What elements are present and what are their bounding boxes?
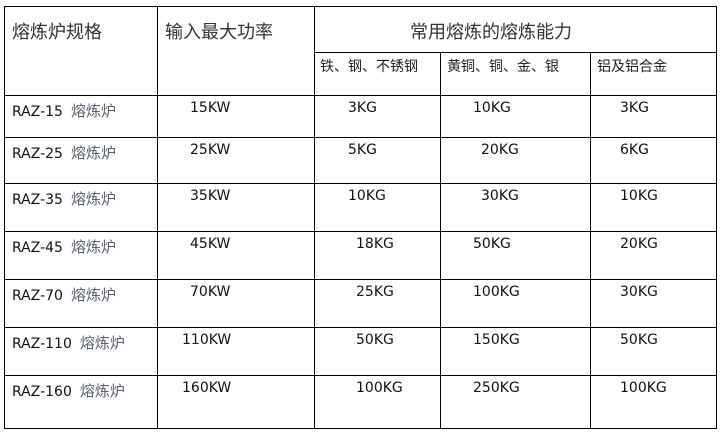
model-cell: RAZ-70 熔炼炉 <box>12 284 116 305</box>
model-name: RAZ-45 <box>12 240 63 256</box>
steel-cell: 25KG <box>356 284 394 300</box>
power-cell: 45KW <box>190 236 231 252</box>
steel-cell: 100KG <box>356 380 403 396</box>
header-aluminum: 铝及铝合金 <box>597 59 667 75</box>
aluminum-cell: 6KG <box>620 142 649 158</box>
model-cell: RAZ-160 熔炼炉 <box>12 380 125 401</box>
table-border <box>4 183 716 184</box>
steel-cell: 18KG <box>356 236 394 252</box>
copper-cell: 20KG <box>481 142 519 158</box>
model-suffix: 熔炼炉 <box>70 286 116 304</box>
power-cell: 15KW <box>190 100 231 116</box>
copper-cell: 250KG <box>473 380 520 396</box>
aluminum-cell: 10KG <box>620 188 658 204</box>
table-border <box>4 95 716 96</box>
copper-cell: 100KG <box>473 284 520 300</box>
aluminum-cell: 50KG <box>620 332 658 348</box>
model-cell: RAZ-25 熔炼炉 <box>12 142 116 163</box>
steel-cell: 10KG <box>348 188 386 204</box>
table-border <box>4 375 716 376</box>
table-border <box>4 231 716 232</box>
steel-cell: 5KG <box>348 142 377 158</box>
power-cell: 110KW <box>182 332 232 348</box>
model-suffix: 熔炼炉 <box>70 102 116 120</box>
aluminum-cell: 100KG <box>620 380 667 396</box>
table-border <box>4 137 716 138</box>
copper-cell: 150KG <box>473 332 520 348</box>
table-border <box>4 6 716 7</box>
model-suffix: 熔炼炉 <box>79 382 125 400</box>
table-border <box>314 52 716 53</box>
table-border <box>4 327 716 328</box>
model-name: RAZ-15 <box>12 104 63 120</box>
table-border <box>590 52 591 428</box>
table-border <box>716 6 717 428</box>
power-cell: 25KW <box>190 142 231 158</box>
model-cell: RAZ-110 熔炼炉 <box>12 332 125 353</box>
model-name: RAZ-35 <box>12 192 63 208</box>
header-copper: 黄铜、铜、金、银 <box>447 59 559 75</box>
aluminum-cell: 3KG <box>620 100 649 116</box>
model-suffix: 熔炼炉 <box>79 334 125 352</box>
power-cell: 70KW <box>190 284 231 300</box>
table-border <box>314 6 315 428</box>
model-suffix: 熔炼炉 <box>70 144 116 162</box>
steel-cell: 50KG <box>356 332 394 348</box>
copper-cell: 10KG <box>473 100 511 116</box>
header-capacity: 常用熔炼的熔炼能力 <box>410 22 572 43</box>
table-border <box>4 6 5 428</box>
power-cell: 35KW <box>190 188 231 204</box>
model-name: RAZ-70 <box>12 288 63 304</box>
header-spec: 熔炼炉规格 <box>12 22 102 43</box>
table-border <box>4 279 716 280</box>
aluminum-cell: 30KG <box>620 284 658 300</box>
model-cell: RAZ-45 熔炼炉 <box>12 236 116 257</box>
table-border <box>4 428 717 429</box>
model-suffix: 熔炼炉 <box>70 190 116 208</box>
copper-cell: 30KG <box>481 188 519 204</box>
model-cell: RAZ-15 熔炼炉 <box>12 100 116 121</box>
model-name: RAZ-160 <box>12 384 72 400</box>
aluminum-cell: 20KG <box>620 236 658 252</box>
header-steel: 铁、钢、不锈钢 <box>320 59 418 75</box>
copper-cell: 50KG <box>473 236 511 252</box>
model-suffix: 熔炼炉 <box>70 238 116 256</box>
header-power: 输入最大功率 <box>165 22 273 43</box>
model-name: RAZ-110 <box>12 336 72 352</box>
table-border <box>440 52 441 428</box>
power-cell: 160KW <box>182 380 232 396</box>
table-border <box>157 6 158 428</box>
model-name: RAZ-25 <box>12 146 63 162</box>
model-cell: RAZ-35 熔炼炉 <box>12 188 116 209</box>
steel-cell: 3KG <box>348 100 377 116</box>
